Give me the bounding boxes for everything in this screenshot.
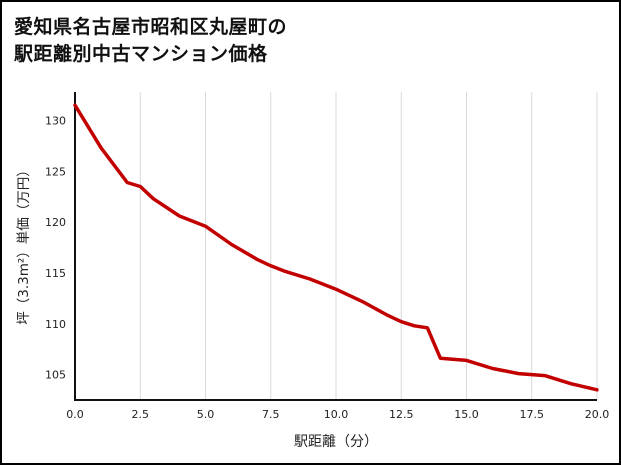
x-tick-label: 12.5 <box>389 408 414 421</box>
x-tick-label: 5.0 <box>197 408 215 421</box>
y-tick-label: 110 <box>45 318 66 331</box>
line-chart-canvas: 0.0 2.5 5.0 7.5 10.0 12.5 15.0 17.5 20.0 105 110 11… <box>45 92 610 450</box>
y-tick-label: 105 <box>45 369 66 382</box>
y-tick-label: 130 <box>45 114 66 127</box>
y-tick-label: 125 <box>45 165 66 178</box>
x-tick-label: 20.0 <box>585 408 610 421</box>
x-tick-label: 10.0 <box>324 408 349 421</box>
x-tick-label: 7.5 <box>262 408 280 421</box>
chart-title-line2: 駅距離別中古マンション価格 <box>14 42 268 65</box>
chart-title-line1: 愛知県名古屋市昭和区丸屋町の <box>14 16 288 38</box>
x-tick-label: 17.5 <box>520 408 545 421</box>
x-tick-label: 0.0 <box>66 408 84 421</box>
x-tick-label: 2.5 <box>132 408 150 421</box>
x-axis-label: 駅距離（分） <box>294 433 378 450</box>
y-axis-label: 坪（3.3m²）単価（万円） <box>16 163 32 325</box>
chart-title: 愛知県名古屋市昭和区丸屋町の 駅距離別中古マンション価格 <box>2 2 619 68</box>
y-tick-label: 115 <box>45 267 66 280</box>
y-tick-label: 120 <box>45 216 66 229</box>
price-line-series <box>73 103 599 392</box>
x-tick-label: 15.0 <box>454 408 479 421</box>
